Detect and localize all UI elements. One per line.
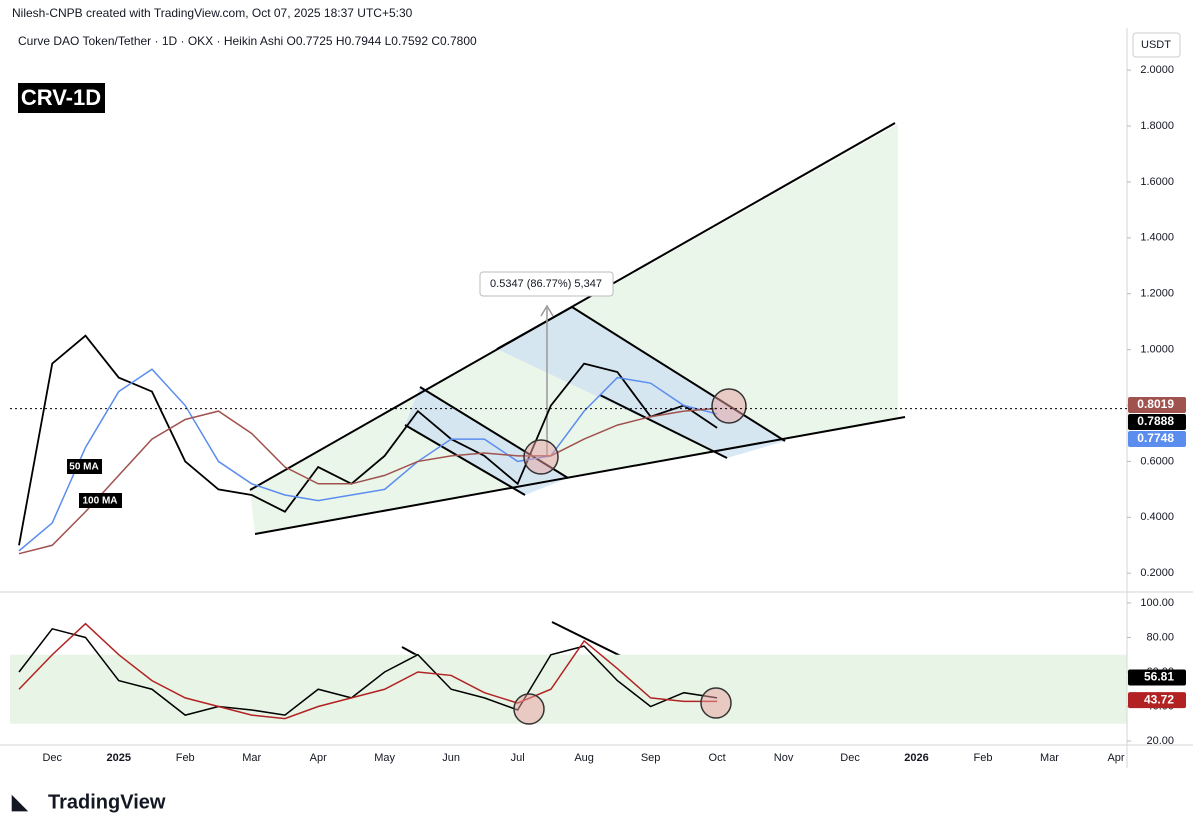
- y-tick-label: 100.00: [1140, 597, 1174, 609]
- y-tick-label: 1.4000: [1140, 232, 1174, 244]
- logo: ◣: [11, 791, 29, 813]
- trendline: [254, 416, 906, 535]
- highlight-circle: [513, 693, 545, 725]
- ma-tag: [79, 493, 122, 508]
- x-tick-label: Sep: [641, 752, 661, 764]
- x-tick-label: 2025: [106, 752, 130, 764]
- x-tick-label: Dec: [840, 752, 860, 764]
- y-tick-label: 1.6000: [1140, 176, 1174, 188]
- attribution: Nilesh-CNPB created with TradingView.com…: [12, 6, 413, 20]
- flag-fill: [497, 307, 785, 458]
- y-tick-label: 20.00: [1146, 735, 1174, 747]
- x-tick-label: Apr: [310, 752, 327, 764]
- symbol-line: Curve DAO Token/Tether · 1D · OKX · Heik…: [18, 34, 477, 48]
- y-tick-label: 1.0000: [1140, 344, 1174, 356]
- price-tag-label: 56.81: [1144, 670, 1174, 684]
- highlight-circle: [523, 439, 559, 475]
- currency-box: [1132, 32, 1181, 58]
- x-tick-label: Jul: [511, 752, 525, 764]
- title-box: [18, 83, 105, 113]
- ma-tag: [67, 459, 102, 474]
- series-line: [18, 368, 718, 552]
- y-tick-label: 2.0000: [1140, 64, 1174, 76]
- x-tick-label: 2026: [904, 752, 928, 764]
- measure-arrow-head: [540, 304, 554, 317]
- highlight-circle: [711, 388, 747, 424]
- rsi-band: [10, 654, 1127, 724]
- y-tick-label: 0.6000: [1140, 455, 1174, 467]
- price-tag: [1128, 669, 1186, 686]
- trendline: [496, 306, 573, 350]
- y-tick-label: 1.8000: [1140, 120, 1174, 132]
- series-line: [18, 627, 718, 716]
- series-line: [18, 622, 718, 720]
- price-tag: [1128, 430, 1186, 447]
- y-tick-label: 1.2000: [1140, 288, 1174, 300]
- x-tick-label: Mar: [242, 752, 261, 764]
- y-tick-label: 0.2000: [1140, 567, 1174, 579]
- highlight-circle: [700, 687, 732, 719]
- y-tick-label: 80.00: [1146, 631, 1174, 643]
- price-tag-label: 0.7888: [1137, 414, 1174, 428]
- x-tick-label: Dec: [42, 752, 62, 764]
- series-line: [18, 334, 718, 546]
- ma-label: 50 MA: [69, 462, 98, 473]
- x-tick-label: Aug: [574, 752, 594, 764]
- ma-label: 100 MA: [82, 496, 117, 507]
- x-tick-label: Feb: [974, 752, 993, 764]
- x-tick-label: Apr: [1107, 752, 1124, 764]
- logo-text: TradingView: [48, 791, 166, 813]
- x-tick-label: Feb: [176, 752, 195, 764]
- price-tag-label: 43.72: [1144, 692, 1174, 706]
- price-tag: [1128, 396, 1186, 413]
- x-tick-label: Oct: [709, 752, 726, 764]
- plots: [10, 334, 1127, 724]
- price-tag-label: 0.8019: [1137, 397, 1174, 411]
- price-tag-label: 0.7748: [1137, 431, 1174, 445]
- trendline: [599, 394, 728, 459]
- price-tag: [1128, 413, 1186, 430]
- x-tick-label: Mar: [1040, 752, 1059, 764]
- x-tick-label: Nov: [774, 752, 794, 764]
- measure-label: 0.5347 (86.77%) 5,347: [490, 278, 602, 290]
- y-tick-label: 0.4000: [1140, 511, 1174, 523]
- price-tag: [1128, 692, 1186, 709]
- x-tick-label: May: [374, 752, 395, 764]
- chart-title: CRV-1D: [21, 85, 101, 110]
- series-line: [18, 407, 718, 555]
- trendline: [571, 306, 786, 442]
- currency: USDT: [1141, 39, 1171, 51]
- measure-box: [479, 271, 614, 297]
- trendline: [404, 424, 526, 496]
- x-tick-label: Jun: [442, 752, 460, 764]
